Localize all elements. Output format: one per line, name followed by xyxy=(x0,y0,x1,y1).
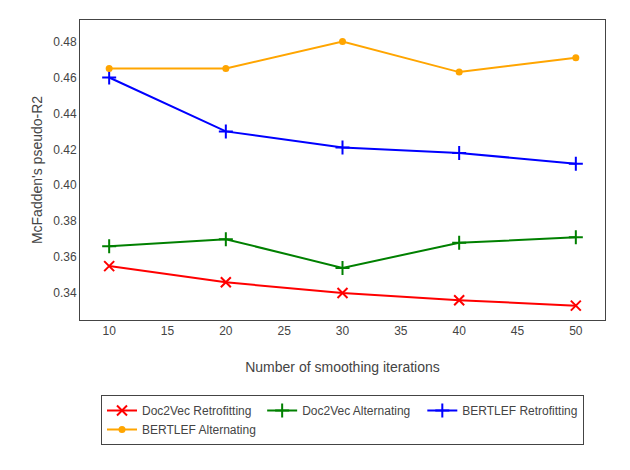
svg-text:35: 35 xyxy=(394,324,408,338)
svg-text:15: 15 xyxy=(161,324,175,338)
svg-text:0.40: 0.40 xyxy=(53,178,77,192)
svg-text:Doc2Vec Retrofitting: Doc2Vec Retrofitting xyxy=(142,404,251,418)
svg-text:40: 40 xyxy=(452,324,466,338)
svg-text:50: 50 xyxy=(569,324,583,338)
svg-text:25: 25 xyxy=(277,324,291,338)
svg-text:30: 30 xyxy=(336,324,350,338)
svg-text:10: 10 xyxy=(102,324,116,338)
svg-text:McFadden's pseudo-R2: McFadden's pseudo-R2 xyxy=(29,96,45,244)
svg-text:0.42: 0.42 xyxy=(53,143,77,157)
svg-text:0.48: 0.48 xyxy=(53,35,77,49)
svg-text:20: 20 xyxy=(219,324,233,338)
svg-text:0.34: 0.34 xyxy=(53,286,77,300)
svg-text:0.38: 0.38 xyxy=(53,214,77,228)
svg-text:Doc2Vec Alternating: Doc2Vec Alternating xyxy=(302,404,410,418)
svg-text:BERTLEF Alternating: BERTLEF Alternating xyxy=(142,423,256,437)
svg-text:Number of smoothing iterations: Number of smoothing iterations xyxy=(245,359,440,375)
svg-text:0.44: 0.44 xyxy=(53,107,77,121)
svg-text:45: 45 xyxy=(511,324,525,338)
svg-text:BERTLEF Retrofitting: BERTLEF Retrofitting xyxy=(462,404,577,418)
svg-text:0.36: 0.36 xyxy=(53,250,77,264)
svg-text:0.46: 0.46 xyxy=(53,71,77,85)
